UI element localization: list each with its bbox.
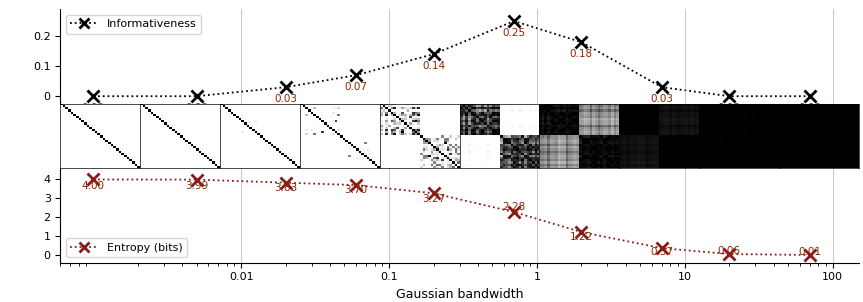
Text: 0.06: 0.06 [718, 246, 740, 255]
Text: 0.07: 0.07 [344, 82, 368, 92]
Text: 0.25: 0.25 [502, 28, 526, 38]
Legend: Entropy (bits): Entropy (bits) [66, 238, 187, 257]
Text: 0.00: 0.00 [798, 103, 822, 113]
Text: 3.83: 3.83 [274, 183, 297, 193]
Text: 0.03: 0.03 [274, 94, 297, 104]
X-axis label: Gaussian bandwidth: Gaussian bandwidth [396, 288, 523, 301]
Text: 0.03: 0.03 [651, 94, 673, 104]
Text: 4.00: 4.00 [82, 181, 104, 191]
Text: 2.28: 2.28 [502, 202, 526, 212]
Text: 0.00: 0.00 [82, 103, 104, 113]
Text: 3.70: 3.70 [344, 185, 368, 195]
Text: 0.18: 0.18 [570, 49, 593, 59]
Text: 0.01: 0.01 [798, 246, 822, 257]
Text: 1.22: 1.22 [570, 232, 593, 243]
Text: 0.14: 0.14 [422, 61, 445, 71]
Text: 0.00: 0.00 [718, 103, 740, 113]
Text: 3.99: 3.99 [185, 181, 208, 191]
Text: 0.00: 0.00 [186, 103, 208, 113]
Legend: Informativeness: Informativeness [66, 14, 201, 34]
Text: 0.37: 0.37 [651, 247, 673, 257]
Text: 3.27: 3.27 [422, 194, 445, 204]
